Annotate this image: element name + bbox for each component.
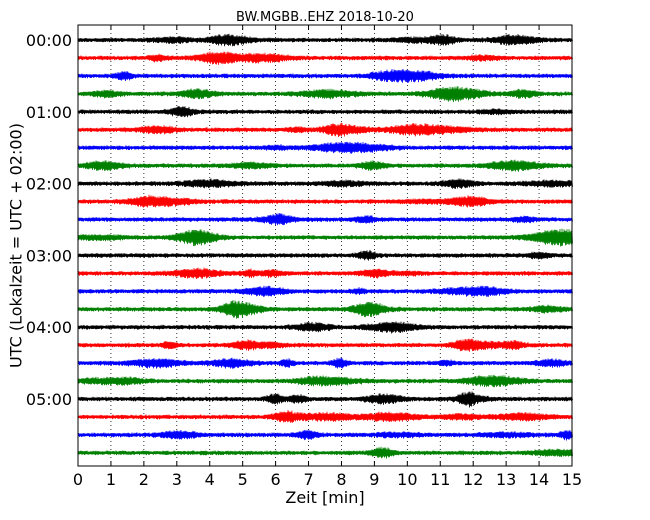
seismogram-trace	[77, 228, 573, 247]
seismogram-trace	[77, 267, 573, 280]
seismogram-trace	[77, 194, 573, 208]
x-tick-label: 6	[271, 470, 281, 489]
seismogram-trace	[77, 122, 573, 137]
trace-layer	[77, 33, 573, 459]
x-tick-label: 8	[336, 470, 346, 489]
x-tick-label: 7	[303, 470, 313, 489]
chart-title: BW.MGBB..EHZ 2018-10-20	[236, 10, 414, 25]
x-tick-label: 5	[238, 470, 248, 489]
x-tick-label: 11	[430, 470, 450, 489]
seismogram-trace	[77, 429, 573, 441]
seismogram-trace	[77, 33, 573, 47]
x-tick-label: 0	[73, 470, 83, 489]
seismogram-trace	[77, 141, 573, 154]
y-tick-label: 03:00	[26, 246, 72, 265]
y-tick-label: 01:00	[26, 103, 72, 122]
plot-frame	[77, 24, 573, 467]
x-tick-label: 4	[205, 470, 215, 489]
seismogram-trace	[77, 374, 573, 388]
seismogram-trace	[77, 86, 573, 103]
seismogram-trace	[77, 51, 573, 65]
seismogram-trace	[77, 178, 573, 189]
x-tick-label: 10	[397, 470, 417, 489]
seismogram-trace	[77, 300, 573, 319]
y-tick-label: 04:00	[26, 318, 72, 337]
x-axis-label: Zeit [min]	[285, 488, 364, 507]
y-tick-label: 02:00	[26, 175, 72, 194]
x-tick-label: 1	[106, 470, 116, 489]
y-tick-label: 05:00	[26, 390, 72, 409]
x-tick-label: 14	[529, 470, 549, 489]
seismogram-trace	[77, 285, 573, 297]
seismogram-trace	[77, 446, 573, 459]
seismogram-trace	[77, 159, 573, 172]
axis-ticks: 0 1 2 3 4 5 6 7 8 9 10 11 12 13 14 1500:0001:0002:0003:…	[26, 25, 582, 489]
seismogram-trace	[77, 410, 573, 423]
seismogram-trace	[77, 321, 573, 334]
x-tick-label: 13	[496, 470, 516, 489]
seismogram-trace	[77, 68, 573, 83]
x-tick-label: 3	[172, 470, 182, 489]
x-tick-label: 12	[463, 470, 483, 489]
y-axis-label: UTC (Lokalzeit = UTC + 02:00)	[7, 123, 26, 368]
x-tick-label: 15	[562, 470, 582, 489]
seismogram-trace	[77, 338, 573, 352]
seismogram-trace	[77, 213, 573, 226]
seismogram-trace	[77, 106, 573, 118]
grid-lines	[110, 25, 540, 466]
seismogram-trace	[77, 391, 573, 408]
seismogram-trace	[77, 249, 573, 261]
y-tick-label: 00:00	[26, 31, 72, 50]
x-tick-label: 2	[139, 470, 149, 489]
x-tick-label: 9	[369, 470, 379, 489]
seismogram-trace	[77, 357, 573, 369]
